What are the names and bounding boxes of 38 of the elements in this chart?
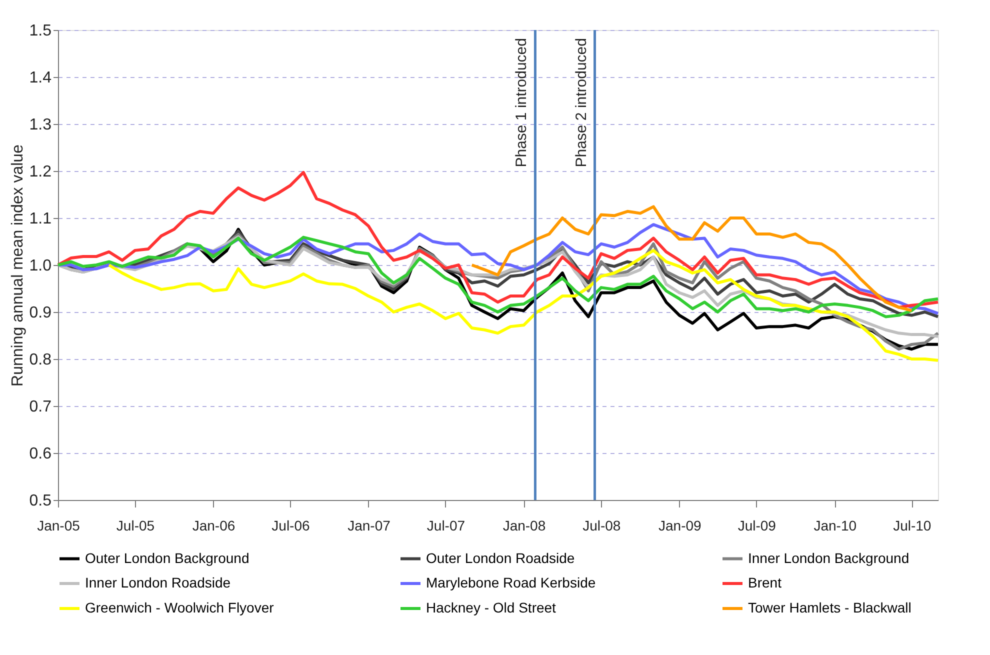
line-series [108, 248, 940, 362]
y-axis-title: Running annual mean index value [9, 144, 26, 386]
ref-line-label: Phase 2 introduced [572, 38, 590, 168]
x-tick-label: Jul-08 [582, 518, 621, 534]
x-tick-label: Jan-06 [192, 518, 236, 534]
x-tick-label: Jul-05 [116, 518, 155, 534]
legend-label: Hackney - Old Street [426, 600, 556, 616]
y-tick-label: 1.5 [29, 22, 52, 40]
x-tick-label: Jan-07 [348, 518, 391, 534]
legend-label: Marylebone Road Kerbside [426, 574, 596, 590]
y-tick-label: 1.0 [29, 258, 52, 274]
x-tick-label: Jul-10 [893, 518, 932, 534]
legend-label: Greenwich - Woolwich Flyover [85, 600, 274, 616]
legend-label: Inner London Background [748, 550, 910, 566]
x-tick-label: Jan-10 [814, 518, 857, 534]
legend-label: Outer London Background [85, 550, 250, 566]
y-tick-label: 0.8 [29, 352, 52, 368]
y-tick-label: 0.5 [29, 492, 52, 510]
legend-label: Brent [748, 574, 782, 590]
y-tick-label: 1.3 [29, 116, 52, 134]
y-tick-label: 0.7 [29, 398, 52, 416]
x-tick-label: Jan-09 [658, 518, 702, 534]
y-tick-label: 1.1 [29, 210, 52, 228]
legend-label: Outer London Roadside [426, 550, 575, 566]
y-tick-label: 0.9 [29, 304, 52, 322]
x-tick-label: Jan-05 [37, 518, 80, 534]
line-series [470, 205, 914, 312]
legend-label: Inner London Roadside [85, 574, 231, 590]
x-tick-label: Jan-08 [502, 518, 546, 534]
x-tick-label: Jul-06 [272, 518, 310, 534]
y-tick-label: 1.4 [29, 70, 52, 86]
ref-line-label: Phase 1 introduced [513, 38, 530, 168]
x-tick-label: Jul-09 [738, 518, 776, 534]
x-tick-label: Jul-07 [426, 518, 466, 534]
y-tick-label: 0.6 [29, 446, 52, 462]
legend-label: Tower Hamlets - Blackwall [748, 600, 912, 616]
y-tick-label: 1.2 [29, 164, 52, 180]
line-series [56, 170, 940, 309]
